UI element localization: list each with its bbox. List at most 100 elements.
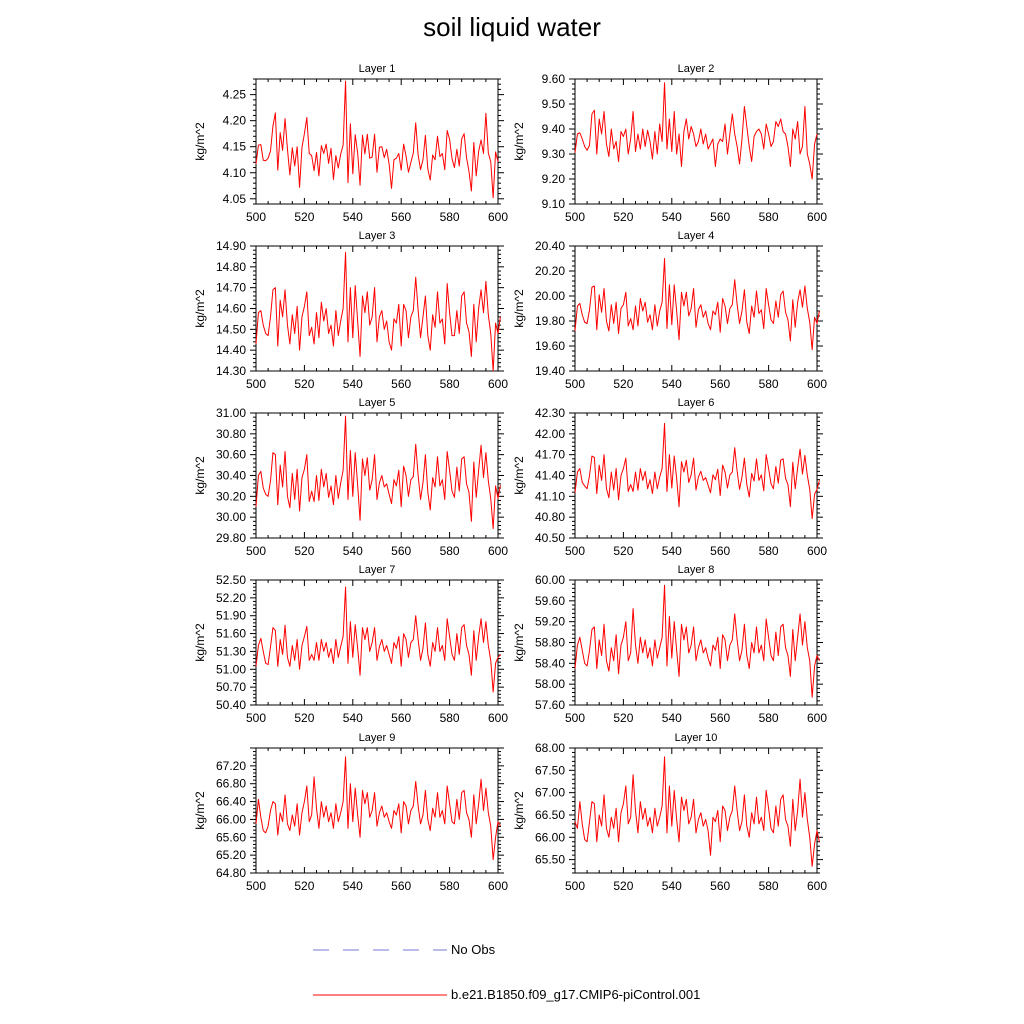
y-tick-label: 50.40 xyxy=(216,698,246,712)
y-tick-label: 9.20 xyxy=(542,172,566,186)
y-tick-label: 50.70 xyxy=(216,680,246,694)
y-tick-label: 51.00 xyxy=(216,662,246,676)
y-tick-label: 9.30 xyxy=(542,147,566,161)
y-tick-label: 19.60 xyxy=(535,339,565,353)
plot-frame xyxy=(574,747,818,874)
y-tick-label: 4.10 xyxy=(223,166,247,180)
y-tick-label: 4.15 xyxy=(223,140,247,154)
x-tick-label: 600 xyxy=(807,210,827,224)
x-tick-label: 520 xyxy=(294,879,314,893)
x-tick-label: 600 xyxy=(488,879,508,893)
y-tick-label: 67.20 xyxy=(216,759,246,773)
x-tick-label: 580 xyxy=(440,377,460,391)
x-tick-label: 580 xyxy=(759,544,779,558)
y-axis-label: kg/m^2 xyxy=(193,623,207,662)
y-axis-label: kg/m^2 xyxy=(512,122,526,161)
x-tick-label: 500 xyxy=(246,377,266,391)
y-tick-label: 58.00 xyxy=(535,677,565,691)
x-tick-label: 520 xyxy=(613,377,633,391)
x-tick-label: 580 xyxy=(440,210,460,224)
x-tick-label: 540 xyxy=(662,377,682,391)
y-tick-label: 52.20 xyxy=(216,591,246,605)
y-tick-label: 51.90 xyxy=(216,609,246,623)
y-tick-label: 67.50 xyxy=(535,763,565,777)
x-tick-label: 540 xyxy=(343,879,363,893)
x-tick-label: 500 xyxy=(246,711,266,725)
panel-title: Layer 5 xyxy=(359,397,396,409)
data-series-line xyxy=(574,258,820,351)
legend-no-obs-label: No Obs xyxy=(451,942,496,957)
x-tick-label: 540 xyxy=(662,210,682,224)
data-series-line xyxy=(574,584,820,698)
y-tick-label: 30.40 xyxy=(216,469,246,483)
panel-layer-3: Layer 3 kg/m^2 500 520 540 560 580 600 14.30 14.4… xyxy=(193,230,508,391)
y-tick-label: 59.60 xyxy=(535,594,565,608)
y-tick-label: 40.50 xyxy=(535,531,565,545)
y-axis-label: kg/m^2 xyxy=(512,791,526,830)
data-series-line xyxy=(255,586,501,693)
x-tick-label: 540 xyxy=(343,711,363,725)
x-tick-label: 560 xyxy=(710,210,730,224)
x-tick-label: 580 xyxy=(440,544,460,558)
y-tick-label: 14.60 xyxy=(216,302,246,316)
x-tick-label: 600 xyxy=(807,377,827,391)
x-tick-label: 500 xyxy=(565,711,585,725)
x-tick-label: 580 xyxy=(759,711,779,725)
plot-frame xyxy=(255,245,499,372)
figure-title: soil liquid water xyxy=(423,12,601,42)
y-tick-label: 58.40 xyxy=(535,656,565,670)
y-tick-label: 65.50 xyxy=(535,853,565,867)
x-tick-label: 580 xyxy=(759,210,779,224)
panel-title: Layer 2 xyxy=(678,63,715,75)
y-tick-label: 14.90 xyxy=(216,239,246,253)
y-tick-label: 31.00 xyxy=(216,406,246,420)
y-tick-label: 30.60 xyxy=(216,448,246,462)
panel-layer-4: Layer 4 kg/m^2 500 520 540 560 580 600 19.40 19.6… xyxy=(512,230,827,391)
panel-title: Layer 3 xyxy=(359,230,396,242)
y-tick-label: 20.40 xyxy=(535,239,565,253)
x-tick-label: 520 xyxy=(613,210,633,224)
y-tick-label: 30.20 xyxy=(216,489,246,503)
plot-frame xyxy=(574,579,818,706)
y-tick-label: 14.40 xyxy=(216,343,246,357)
y-axis-label: kg/m^2 xyxy=(512,289,526,328)
x-tick-label: 520 xyxy=(294,711,314,725)
panel-layer-2: Layer 2 kg/m^2 500 520 540 560 580 600 9.10 9.20 9… xyxy=(512,63,827,224)
y-tick-label: 30.80 xyxy=(216,427,246,441)
data-series-line xyxy=(574,756,820,867)
y-tick-label: 4.05 xyxy=(223,192,247,206)
y-tick-label: 52.50 xyxy=(216,573,246,587)
x-tick-label: 540 xyxy=(662,711,682,725)
panel-layer-1: Layer 1 kg/m^2 500 520 540 560 580 600 4.05 4.10 4… xyxy=(193,63,508,224)
y-tick-label: 66.00 xyxy=(216,812,246,826)
x-tick-label: 560 xyxy=(391,544,411,558)
y-tick-label: 41.40 xyxy=(535,469,565,483)
y-tick-label: 41.70 xyxy=(535,448,565,462)
y-tick-label: 41.10 xyxy=(535,489,565,503)
x-tick-label: 600 xyxy=(488,544,508,558)
y-tick-label: 42.00 xyxy=(535,427,565,441)
y-tick-label: 30.00 xyxy=(216,510,246,524)
x-tick-label: 580 xyxy=(759,377,779,391)
y-axis-label: kg/m^2 xyxy=(193,289,207,328)
y-axis-label: kg/m^2 xyxy=(512,456,526,495)
panel-title: Layer 4 xyxy=(678,230,715,242)
y-tick-label: 29.80 xyxy=(216,531,246,545)
x-tick-label: 600 xyxy=(807,711,827,725)
y-axis-label: kg/m^2 xyxy=(193,456,207,495)
plot-frame xyxy=(255,747,499,874)
x-tick-label: 560 xyxy=(391,377,411,391)
x-tick-label: 540 xyxy=(662,879,682,893)
x-tick-label: 600 xyxy=(488,711,508,725)
y-tick-label: 14.30 xyxy=(216,364,246,378)
x-tick-label: 500 xyxy=(565,210,585,224)
x-tick-label: 580 xyxy=(759,879,779,893)
x-tick-label: 520 xyxy=(613,711,633,725)
x-tick-label: 540 xyxy=(343,377,363,391)
x-tick-label: 600 xyxy=(488,210,508,224)
x-tick-label: 560 xyxy=(710,879,730,893)
y-tick-label: 9.50 xyxy=(542,97,566,111)
panel-title: Layer 8 xyxy=(678,564,715,576)
y-axis-label: kg/m^2 xyxy=(193,122,207,161)
